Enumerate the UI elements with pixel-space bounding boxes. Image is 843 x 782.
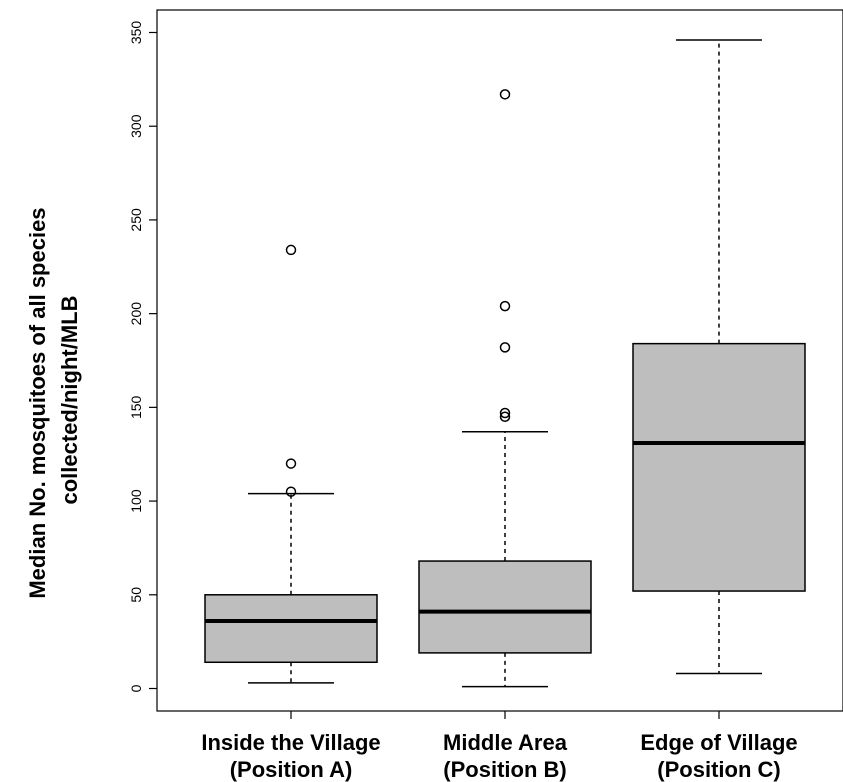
box-group — [632, 39, 806, 675]
outlier-point — [285, 486, 297, 497]
x-category-label-line: (Position C) — [657, 757, 780, 782]
x-category-label-line: (Position B) — [443, 757, 566, 782]
outlier-point — [499, 342, 511, 353]
y-tick-label: 0 — [128, 684, 144, 692]
outlier-point — [499, 411, 511, 422]
plot-frame — [156, 9, 843, 712]
x-axis: Inside the Village (Position A) Middle Are… — [201, 711, 798, 782]
y-axis: 0 50 100 150 200 250 300 350 — [128, 21, 157, 692]
y-tick-label: 350 — [128, 21, 144, 45]
y-tick-label: 200 — [128, 302, 144, 326]
iqr-box — [204, 594, 378, 664]
iqr-box — [632, 342, 806, 592]
y-tick-label: 50 — [128, 587, 144, 603]
outlier-point — [499, 300, 511, 312]
x-category-label-line: Edge of Village — [640, 730, 797, 755]
x-category-label: Middle Area (Position B) — [443, 730, 568, 782]
x-category-label-line: (Position A) — [230, 757, 353, 782]
x-category-label-line: Inside the Village — [201, 730, 380, 755]
outlier-point — [285, 244, 297, 256]
x-category-label: Edge of Village (Position C) — [640, 730, 797, 782]
plot-border — [156, 9, 843, 712]
outlier-point — [285, 458, 297, 469]
y-axis-label-line-1: Median No. mosquitoes of all species — [25, 207, 50, 598]
outlier-point — [499, 89, 511, 100]
y-tick-label: 150 — [128, 395, 144, 419]
x-category-label-line: Middle Area — [443, 730, 568, 755]
y-tick-label: 300 — [128, 114, 144, 138]
y-tick-label: 250 — [128, 208, 144, 232]
y-axis-label: Median No. mosquitoes of all species col… — [25, 201, 82, 598]
outlier-point — [499, 407, 511, 419]
y-axis-label-line-2: collected/night/MLB — [57, 296, 82, 505]
box-group — [418, 89, 592, 688]
iqr-box — [418, 560, 592, 654]
x-category-label: Inside the Village (Position A) — [201, 730, 380, 782]
y-tick-label: 100 — [128, 489, 144, 513]
boxes — [204, 39, 806, 688]
box-group — [204, 244, 378, 684]
